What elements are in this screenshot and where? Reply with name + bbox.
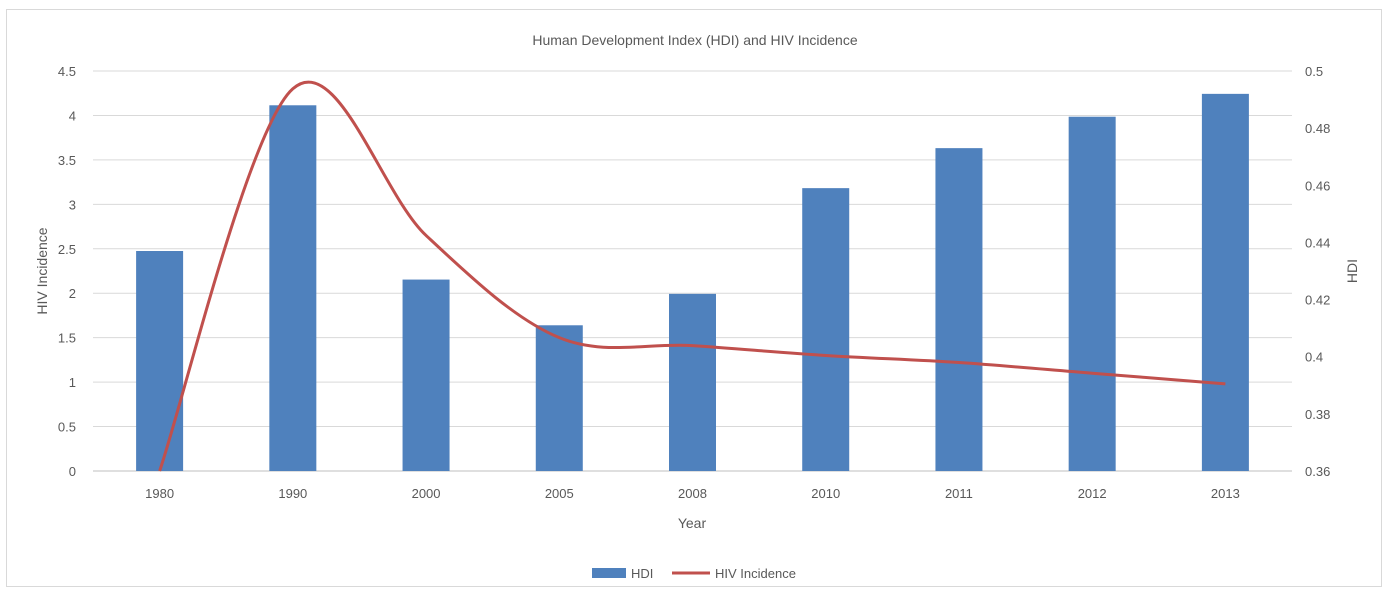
hdi-bar — [136, 251, 184, 471]
legend-hdi-label: HDI — [631, 566, 653, 581]
hdi-bar — [1068, 116, 1116, 471]
right-tick-label: 0.5 — [1305, 64, 1323, 79]
right-tick-label: 0.44 — [1305, 235, 1330, 250]
left-tick-label: 1 — [69, 375, 76, 390]
x-tick-label: 2000 — [412, 486, 441, 501]
right-axis-label: HDI — [1344, 259, 1360, 283]
right-tick-label: 0.4 — [1305, 350, 1323, 365]
right-tick-label: 0.42 — [1305, 293, 1330, 308]
left-tick-label: 2.5 — [58, 242, 76, 257]
right-tick-label: 0.36 — [1305, 464, 1330, 479]
left-axis-label: HIV Incidence — [34, 227, 50, 314]
right-axis-ticks: 0.36 0.38 0.4 0.42 0.44 0.46 0.48 0.5 — [1305, 64, 1330, 479]
hdi-bars — [136, 93, 1249, 472]
x-tick-label: 2011 — [945, 486, 973, 501]
left-tick-label: 4 — [69, 108, 76, 123]
left-tick-label: 4.5 — [58, 64, 76, 79]
hdi-bar — [802, 188, 850, 471]
x-tick-label: 1990 — [278, 486, 307, 501]
x-tick-label: 2013 — [1211, 486, 1240, 501]
legend-hdi-swatch — [592, 568, 626, 578]
hdi-bar — [402, 279, 450, 471]
hdi-bar — [669, 293, 716, 471]
left-axis-ticks: 0 0.5 1 1.5 2 2.5 3 3.5 4 4.5 — [58, 64, 76, 479]
hdi-bar — [1201, 93, 1249, 471]
legend: HDI HIV Incidence — [592, 566, 796, 581]
left-tick-label: 2 — [69, 286, 76, 301]
hdi-bar — [269, 105, 317, 472]
x-tick-label: 2005 — [545, 486, 574, 501]
x-tick-label: 2010 — [811, 486, 840, 501]
hiv-incidence-line — [158, 80, 1226, 472]
hiv-incidence-path — [158, 80, 1226, 472]
left-tick-label: 3 — [69, 197, 76, 212]
right-tick-label: 0.38 — [1305, 407, 1330, 422]
x-tick-label: 2008 — [678, 486, 707, 501]
left-tick-label: 0.5 — [58, 420, 76, 435]
x-axis-label: Year — [678, 515, 707, 531]
x-tick-label: 2012 — [1078, 486, 1107, 501]
right-tick-label: 0.46 — [1305, 178, 1330, 193]
x-axis-ticks: 1980 1990 2000 2005 2008 2010 2011 2012 2013 — [145, 486, 1240, 501]
left-tick-label: 0 — [69, 464, 76, 479]
hdi-bar — [535, 325, 583, 471]
hdi-bar — [935, 148, 983, 471]
chart-title: Human Development Index (HDI) and HIV In… — [532, 32, 857, 48]
right-tick-label: 0.48 — [1305, 121, 1330, 136]
legend-hiv-label: HIV Incidence — [715, 566, 796, 581]
left-tick-label: 3.5 — [58, 153, 76, 168]
x-tick-label: 1980 — [145, 486, 174, 501]
left-tick-label: 1.5 — [58, 331, 76, 346]
